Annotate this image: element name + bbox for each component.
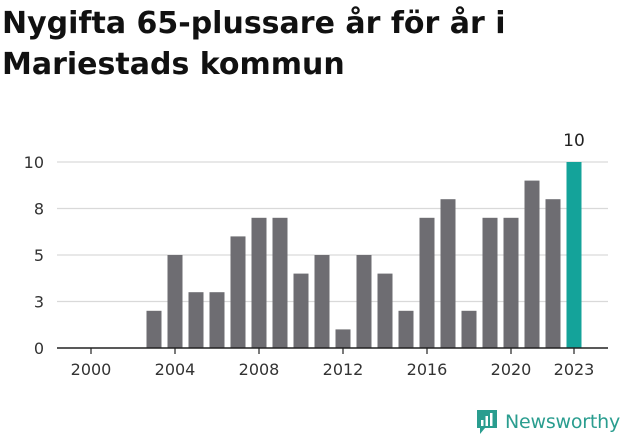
x-tick-label: 2000 <box>71 360 112 379</box>
bar-2008 <box>251 217 267 348</box>
bar-2021 <box>524 180 540 348</box>
bar-2004 <box>167 255 183 348</box>
bar-2020 <box>503 217 519 348</box>
x-tick-label: 2012 <box>323 360 364 379</box>
x-tick-label: 2016 <box>407 360 448 379</box>
newsworthy-chart-bubble-icon <box>477 410 497 434</box>
bar-2013 <box>356 255 372 348</box>
bar-2016 <box>419 217 435 348</box>
bar-2019 <box>482 217 498 348</box>
bar-2003 <box>146 310 162 348</box>
y-tick-label: 3 <box>34 293 44 312</box>
data-label-highlight: 10 <box>563 131 585 151</box>
bar-2014 <box>377 273 393 348</box>
y-tick-label: 10 <box>24 153 44 172</box>
newsworthy-logo: Newsworthy <box>475 408 620 436</box>
bar-2017 <box>440 199 456 348</box>
bar-2005 <box>188 292 204 348</box>
bar-2015 <box>398 310 414 348</box>
x-tick-label: 2020 <box>491 360 532 379</box>
y-tick-label: 5 <box>34 246 44 265</box>
bar-2006 <box>209 292 225 348</box>
y-tick-label: 8 <box>34 200 44 219</box>
bar-2011 <box>314 255 330 348</box>
bar-2018 <box>461 310 477 348</box>
bar-2007 <box>230 236 246 348</box>
chart-title: Nygifta 65-plussare år för år i Mariesta… <box>2 6 506 82</box>
bar-2022 <box>545 199 561 348</box>
x-tick-label: 2023 <box>554 360 595 379</box>
bar-2012 <box>335 329 351 348</box>
x-tick-label: 2004 <box>155 360 196 379</box>
y-tick-label: 0 <box>34 339 44 358</box>
x-tick-label: 2008 <box>239 360 280 379</box>
bar-2010 <box>293 273 309 348</box>
bar-2009 <box>272 217 288 348</box>
bar-2023 <box>566 162 582 348</box>
logo-text: Newsworthy <box>505 411 621 433</box>
